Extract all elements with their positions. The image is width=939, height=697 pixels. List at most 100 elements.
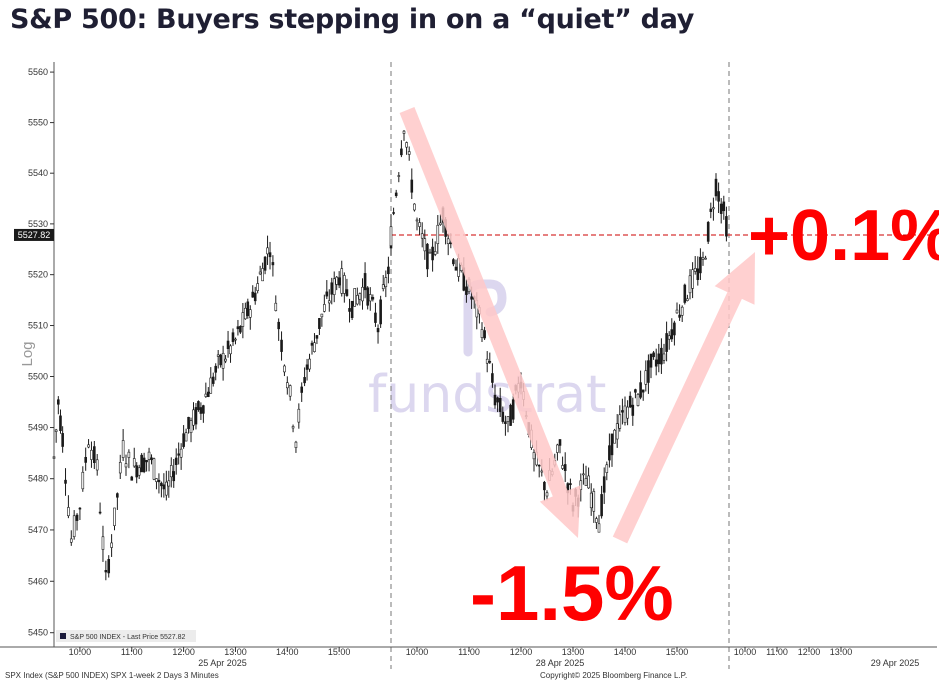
candle-body [439,222,442,225]
candle-body [177,453,180,456]
candle-body [214,365,218,373]
candle-body [504,421,507,425]
candle-body [496,397,499,403]
candle-body [665,333,668,352]
candle-body [248,309,252,318]
candle-body [667,335,671,340]
candle-body [246,301,250,316]
candle-body [563,464,567,472]
candle-body [358,293,362,300]
candle-body [202,405,205,414]
candle-body [374,312,377,323]
y-tick-label: 5540 [28,168,48,178]
candle-body [693,268,697,272]
candle-body [699,256,702,274]
candle-body [608,445,611,461]
candle-body [433,251,437,255]
candle-body [696,268,700,280]
candle-body [98,511,102,514]
candle-body [556,444,559,453]
candle-body [420,233,424,239]
candle-body [330,282,334,295]
candle-body [379,299,382,325]
candle-body [431,246,434,261]
candle-body [673,322,676,336]
candle-body [389,226,393,246]
candle-body [221,352,225,369]
candle-body [169,465,173,478]
candle-body [244,307,247,320]
candle-body [691,269,694,289]
fundstrat-watermark: fundstrat [368,365,606,425]
candle-body [686,298,689,301]
candle-body [297,408,301,423]
candle-body [239,326,242,333]
candle-body [491,373,494,383]
candle-body [286,382,289,389]
candle-body [199,407,203,414]
candle-body [116,493,119,498]
candle-body [470,296,473,300]
candle-body [392,212,395,214]
x-tick-label: 11:00 [121,647,143,657]
candle-body [253,292,257,302]
candle-body [678,314,681,318]
candle-body [258,271,262,275]
candle-body [350,300,354,318]
candle-body [332,278,336,295]
candle-body [179,448,183,458]
candle-body [162,484,166,490]
candle-body [231,332,235,342]
candle-body [584,478,588,486]
candle-body [368,294,372,302]
candle-body [147,451,151,460]
candle-body [277,321,280,330]
candle-body [274,302,278,311]
candle-body [110,542,113,548]
candle-body [340,268,344,294]
candle-body [137,467,141,476]
candle-body [355,295,359,305]
candle-body [211,376,215,384]
candle-body [194,407,198,425]
candle-body [545,492,549,497]
candle-body [93,446,96,464]
candle-body [644,370,648,385]
candle-body [343,275,346,294]
last-price-tag [14,228,54,241]
legend-box [56,630,196,642]
candle-body [540,470,544,473]
candle-body [480,329,484,338]
loss-annotation: -1.5% [470,549,674,637]
candle-body [132,458,136,467]
candle-body [310,342,314,346]
candle-body [376,328,380,333]
candle-body [488,361,492,363]
candle-body [104,570,108,573]
candle-body [688,275,692,294]
candle-body [670,329,674,340]
gain-annotation: +0.1% [748,196,939,276]
candle-body [305,364,309,370]
x-tick-label: 15:00 [666,647,689,657]
candle-body [140,454,143,473]
candle-body [652,352,655,358]
candle-body [54,429,58,432]
candle-body [623,405,627,423]
x-tick-label: 14:00 [276,647,299,657]
candle-body [506,416,510,422]
candle-body [714,178,718,197]
candle-body [384,277,388,288]
candle-body [589,492,593,509]
candle-body [657,353,661,365]
candle-body [587,475,590,489]
x-tick-label: 13:00 [224,647,247,657]
candle-body [135,465,139,478]
candle-body [725,216,728,237]
y-tick-label: 5500 [28,371,48,381]
candle-body [236,326,240,330]
candle-body [717,191,720,202]
candle-body [600,494,603,517]
candle-body [649,353,653,368]
candle-body [634,389,637,393]
